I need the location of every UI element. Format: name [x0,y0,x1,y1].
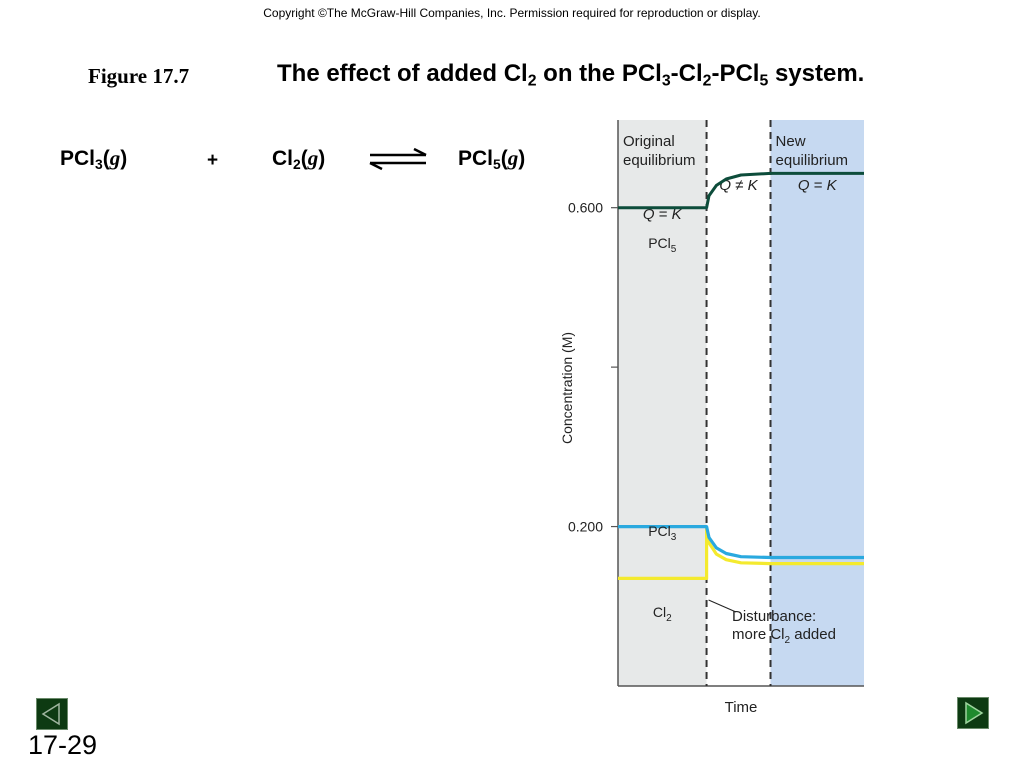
q-equals-k-new: Q = K [798,177,838,194]
equation-product-pcl5: PCl5(g) [458,146,526,172]
figure-label: Figure 17.7 [88,64,190,88]
region-new [770,120,864,686]
y-axis-label: Concentration (M) [559,332,575,444]
copyright-notice: Copyright ©The McGraw-Hill Companies, In… [263,6,761,20]
previous-slide-button[interactable] [36,698,68,730]
equation-reactant-cl2: Cl2(g) [272,146,326,172]
slide-title: The effect of added Cl2 on the PCl3-Cl2-… [277,60,865,90]
disturbance-annotation-line1: Disturbance: [732,608,816,625]
q-equals-k-original: Q = K [643,206,683,223]
region-original [618,120,707,686]
series-line-pcl5 [618,171,864,210]
series-label-pcl3: PCl3 [648,523,677,543]
next-slide-button[interactable] [957,697,989,729]
x-axis-label: Time [725,699,758,716]
disturbance-leader [708,599,737,613]
series-line-cl2 [618,527,864,580]
series-label-cl2: Cl2 [653,604,672,624]
triangle-left-icon [41,702,60,726]
original-equilibrium-label: equilibrium [623,152,696,169]
slide-number: 17-29 [28,730,98,760]
new-equilibrium-label: equilibrium [776,152,849,169]
equation-reactant-pcl3: PCl3(g) [60,146,128,172]
equation-plus: + [207,150,219,171]
y-tick-label: 0.200 [568,519,603,535]
series-line-pcl3 [618,525,864,560]
original-equilibrium-label: Original [623,133,675,150]
series-label-pcl5: PCl5 [648,235,677,255]
new-equilibrium-label: New [776,133,806,150]
triangle-right-icon [965,701,984,725]
disturbance-annotation-line2: more Cl2 added [732,626,836,646]
equilibrium-arrow-icon [369,147,427,171]
y-tick-label: 0.600 [568,200,603,216]
